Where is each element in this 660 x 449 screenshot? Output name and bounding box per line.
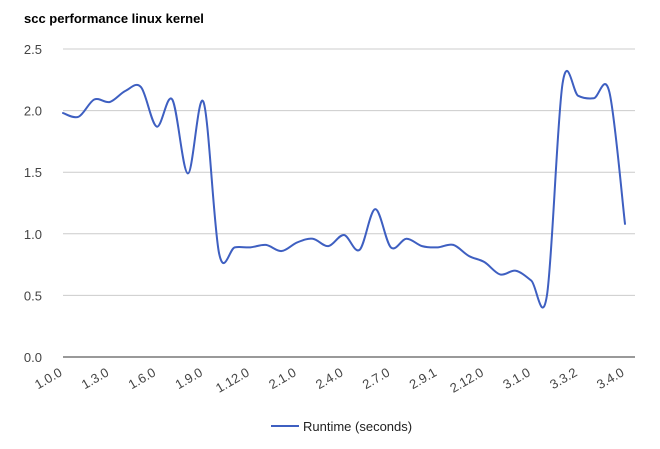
- gridlines: [63, 48, 635, 358]
- y-tick-label: 2.5: [24, 42, 42, 57]
- y-tick-label: 0.0: [24, 350, 42, 365]
- y-tick-label: 0.5: [24, 288, 42, 303]
- x-tick-label: 1.3.0: [79, 365, 112, 392]
- x-tick-label: 1.9.0: [172, 365, 205, 392]
- x-tick-label: 2.12.0: [447, 365, 486, 396]
- x-axis-ticks: 1.0.0 1.3.0 1.6.0 1.9.0 1.12.0 2.1.0 2.4.0 2.7.…: [32, 365, 627, 396]
- legend: Runtime (seconds): [271, 419, 412, 434]
- series-line-runtime: [62, 70, 626, 309]
- x-tick-label: 3.3.2: [547, 365, 580, 392]
- x-tick-label: 2.7.0: [360, 365, 393, 392]
- x-tick-label: 2.9.1: [407, 365, 440, 392]
- x-tick-label: 3.1.0: [500, 365, 533, 392]
- x-tick-label: 1.0.0: [32, 365, 65, 392]
- x-tick-label: 2.4.0: [313, 365, 346, 392]
- x-tick-label: 2.1.0: [266, 365, 299, 392]
- series-layer: [62, 70, 626, 309]
- x-tick-label: 1.6.0: [126, 365, 159, 392]
- y-axis-ticks: 0.0 0.5 1.0 1.5 2.0 2.5: [24, 42, 42, 365]
- x-tick-label: 1.12.0: [213, 365, 252, 396]
- y-tick-label: 1.0: [24, 227, 42, 242]
- legend-label: Runtime (seconds): [303, 419, 412, 434]
- y-tick-label: 2.0: [24, 104, 42, 119]
- x-tick-label: 3.4.0: [594, 365, 627, 392]
- chart-title: scc performance linux kernel: [24, 11, 204, 26]
- y-tick-label: 1.5: [24, 165, 42, 180]
